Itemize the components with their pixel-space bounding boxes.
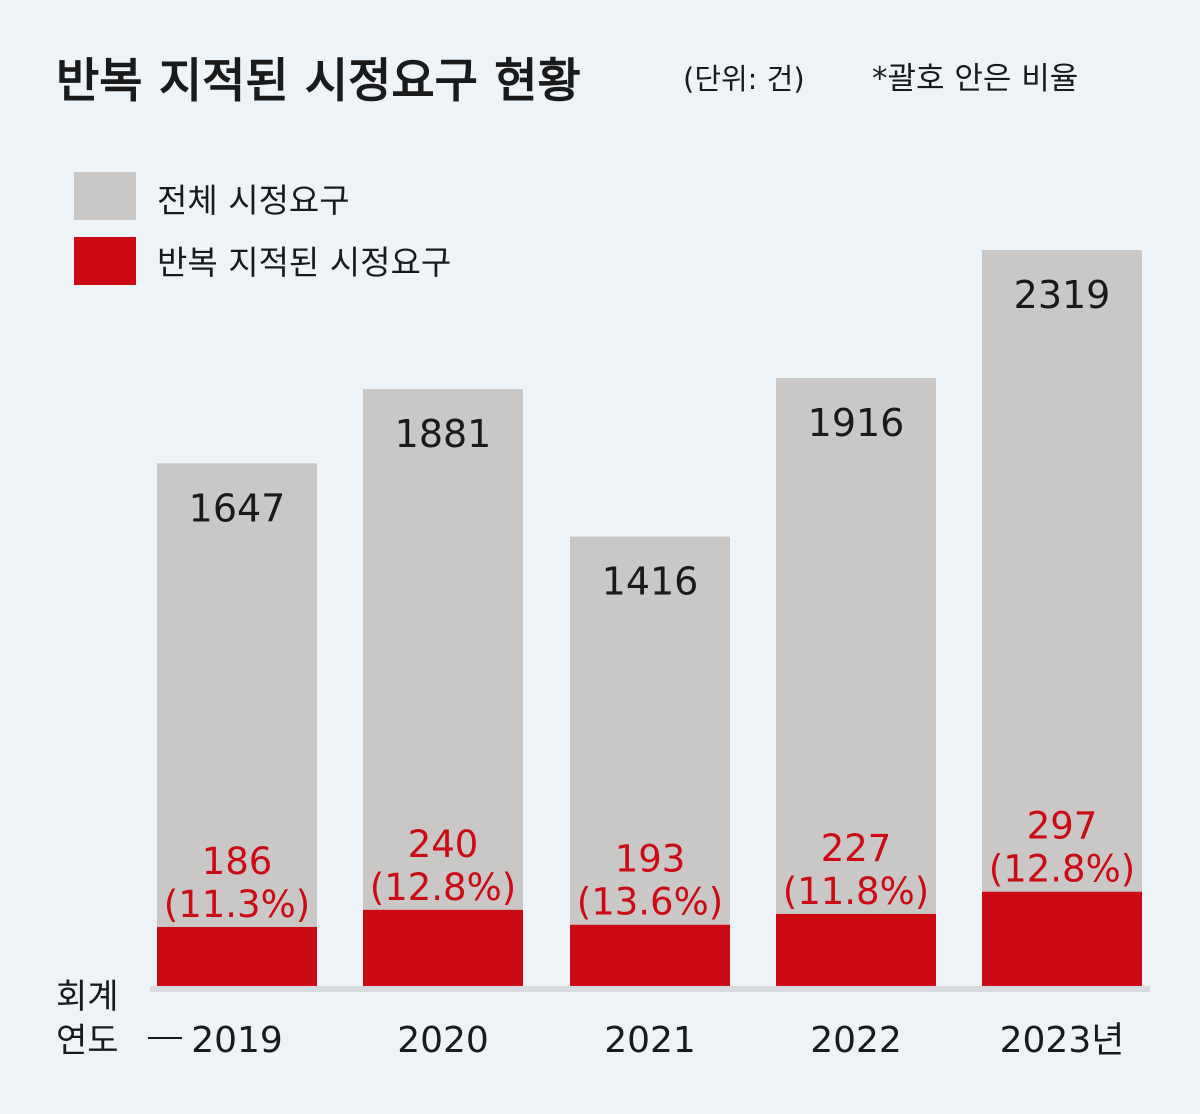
chart-title: 반복 지적된 시정요구 현황 [56,54,581,109]
bar-repeat-label-3: 227 [821,827,892,870]
bar-repeat-4 [982,891,1142,986]
x-tick-label-2: 2021 [604,1020,696,1061]
x-tick-label-1: 2020 [397,1020,489,1061]
chart-note: *괄호 안은 비율 [872,61,1078,97]
bar-repeat-ratio-4: (12.8%) [989,848,1135,891]
bar-repeat-ratio-3: (11.8%) [783,870,929,913]
bar-repeat-3 [776,913,936,986]
x-axis-title-line1: 회계 [56,977,119,1017]
bar-total-4 [982,250,1142,986]
x-tick-label-0: 2019 [191,1020,283,1061]
bar-total-label-1: 1881 [395,412,492,456]
bar-repeat-ratio-0: (11.3%) [164,883,310,926]
bar-repeat-ratio-2: (13.6%) [577,881,723,924]
legend-swatch-total [74,172,136,220]
bar-repeat-label-4: 297 [1027,805,1098,848]
legend-label-repeat: 반복 지적된 시정요구 [157,243,451,282]
bar-repeat-label-1: 240 [408,823,479,866]
bar-total-3 [776,377,936,986]
bar-total-label-4: 2319 [1014,273,1111,317]
bar-repeat-1 [363,909,523,986]
chart-unit-subtitle: (단위: 건) [683,62,805,96]
legend-label-total: 전체 시정요구 [157,181,350,220]
bar-repeat-label-0: 186 [202,840,273,883]
bar-total-1 [363,389,523,986]
x-tick-label-3: 2022 [810,1020,902,1061]
x-axis-baseline [150,986,1150,992]
legend-swatch-repeat [74,237,136,285]
bar-total-label-3: 1916 [808,401,905,445]
bar-total-2 [570,536,730,986]
bar-repeat-label-2: 193 [615,838,686,881]
x-tick-label-4: 2023년 [1000,1020,1125,1061]
x-axis-title-line2: 연도 [56,1021,119,1061]
bar-total-0 [157,463,317,986]
bar-repeat-2 [570,924,730,986]
bar-total-label-2: 1416 [602,560,699,604]
bar-repeat-ratio-1: (12.8%) [370,866,516,909]
bar-total-label-0: 1647 [189,486,286,530]
bar-repeat-0 [157,926,317,986]
